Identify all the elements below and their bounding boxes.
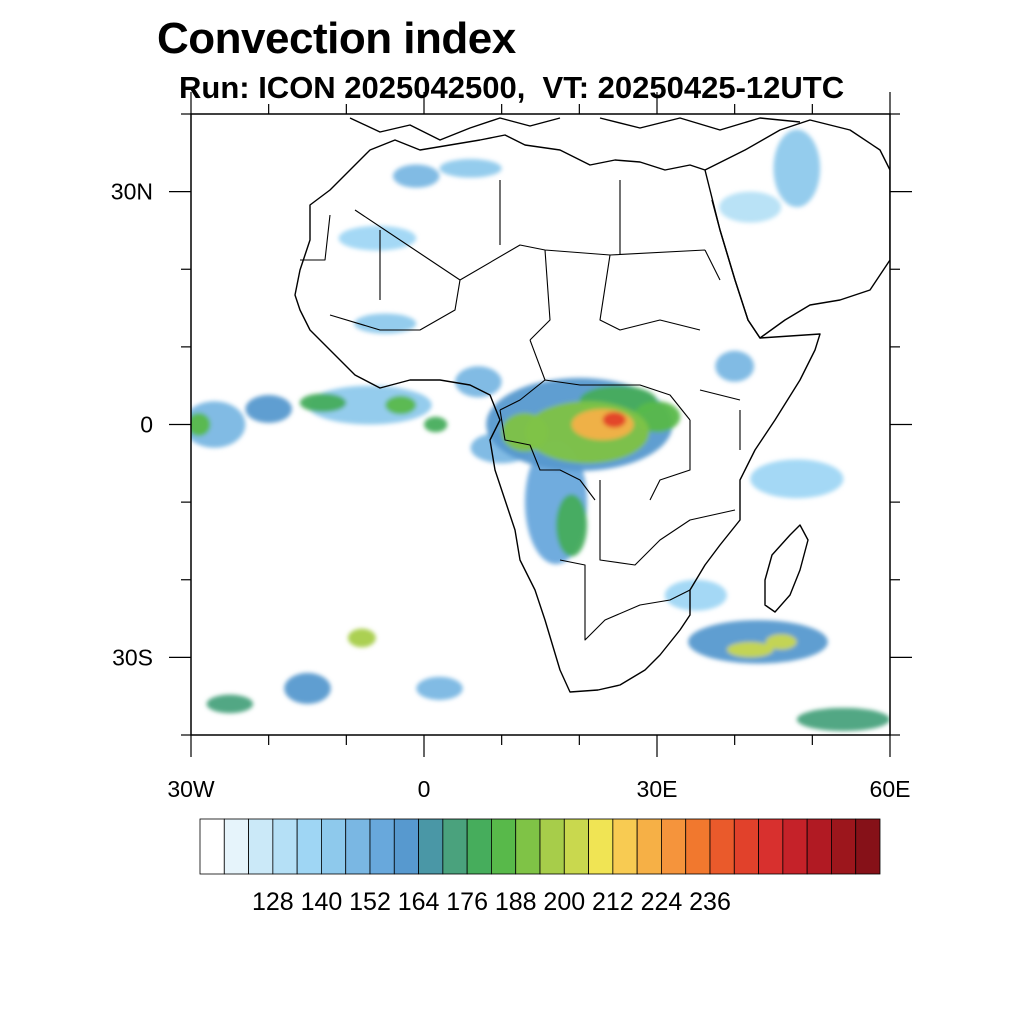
- colorbar-swatch: [588, 818, 614, 875]
- field-blob-29: [501, 412, 549, 452]
- field-blob-9: [191, 401, 246, 448]
- lat-tick-label: 30N: [111, 179, 153, 205]
- colorbar-label: 236: [689, 888, 731, 916]
- lon-tick-label: 60E: [870, 776, 911, 802]
- colorbar-label: 212: [592, 888, 634, 916]
- europe-coastline: [349, 117, 801, 141]
- field-blob-13: [455, 366, 502, 398]
- field-blob-19: [796, 707, 890, 732]
- field-blob-26: [385, 395, 417, 415]
- colorbar-swatch: [199, 818, 225, 875]
- field-blob-30: [347, 628, 376, 648]
- field-blob-31: [726, 641, 774, 658]
- colorbar-swatch: [393, 818, 419, 875]
- lat-tick-label: 0: [140, 412, 153, 438]
- field-blob-11: [416, 676, 463, 701]
- colorbar-swatch: [855, 818, 881, 875]
- field-blob-24: [424, 416, 448, 433]
- colorbar-label: 164: [398, 888, 440, 916]
- colorbar-swatch: [442, 818, 468, 875]
- convection-field-layer: [191, 129, 890, 732]
- colorbar-swatch: [612, 818, 638, 875]
- lat-tick-label: 30S: [112, 644, 153, 670]
- lon-tick-label: 30W: [167, 776, 215, 802]
- colorbar: [199, 818, 881, 875]
- colorbar-swatch: [831, 818, 857, 875]
- coastline-layer: [294, 117, 890, 693]
- field-blob-27: [191, 412, 211, 437]
- colorbar-swatch: [223, 818, 249, 875]
- colorbar-swatch: [491, 818, 517, 875]
- arabia-coastline: [704, 119, 890, 339]
- field-blob-23: [299, 393, 347, 413]
- field-blob-12: [392, 164, 440, 188]
- madagascar-coastline: [764, 524, 809, 613]
- field-blob-2: [664, 579, 727, 611]
- country-borders: [300, 180, 741, 641]
- colorbar-swatch: [321, 818, 347, 875]
- map-subtitle: Run: ICON 2025042500, VT: 20250425-12UTC: [179, 70, 845, 105]
- map-title: Convection index: [157, 14, 516, 63]
- field-blob-5: [439, 159, 502, 178]
- field-blob-7: [354, 313, 417, 334]
- colorbar-swatch: [539, 818, 565, 875]
- axis-tick-labels: 30W 0 30E 60E 30N 0 30S: [111, 179, 911, 802]
- colorbar-swatch: [345, 818, 371, 875]
- field-blob-3: [338, 225, 417, 251]
- field-blob-0: [719, 191, 782, 223]
- colorbar-swatch: [369, 818, 395, 875]
- field-blob-1: [750, 459, 844, 499]
- colorbar-swatch: [563, 818, 589, 875]
- colorbar-swatch: [418, 818, 444, 875]
- colorbar-swatch: [272, 818, 298, 875]
- colorbar-swatch: [466, 818, 492, 875]
- colorbar-swatch: [636, 818, 662, 875]
- field-blob-10: [715, 350, 755, 382]
- colorbar-swatch: [515, 818, 541, 875]
- field-blob-22: [556, 494, 588, 557]
- colorbar-labels: 128 140 152 164 176 188 200 212 224 236: [252, 888, 731, 916]
- colorbar-label: 200: [543, 888, 585, 916]
- lon-tick-label: 0: [418, 776, 431, 802]
- colorbar-swatch: [296, 818, 322, 875]
- colorbar-label: 140: [301, 888, 343, 916]
- colorbar-swatch: [248, 818, 274, 875]
- colorbar-swatch: [758, 818, 784, 875]
- field-blob-16: [245, 395, 292, 423]
- colorbar-swatch: [709, 818, 735, 875]
- field-blob-34: [602, 412, 626, 428]
- field-blob-17: [688, 620, 828, 664]
- colorbar-swatch: [806, 818, 832, 875]
- colorbar-label: 176: [446, 888, 488, 916]
- lon-tick-label: 30E: [637, 776, 678, 802]
- colorbar-swatch: [733, 818, 759, 875]
- colorbar-label: 224: [641, 888, 683, 916]
- field-blob-32: [765, 634, 797, 650]
- colorbar-label: 152: [349, 888, 391, 916]
- colorbar-swatch: [782, 818, 808, 875]
- africa-coastline: [294, 134, 821, 693]
- colorbar-label: 188: [495, 888, 537, 916]
- colorbar-swatch: [685, 818, 711, 875]
- field-blob-20: [206, 694, 254, 714]
- field-blob-4: [307, 385, 432, 425]
- colorbar-label: 128: [252, 888, 294, 916]
- axis-ticks: [169, 92, 912, 757]
- field-blob-18: [284, 672, 331, 704]
- field-blob-6: [773, 129, 821, 208]
- colorbar-swatch: [661, 818, 687, 875]
- field-blob-33: [571, 408, 634, 441]
